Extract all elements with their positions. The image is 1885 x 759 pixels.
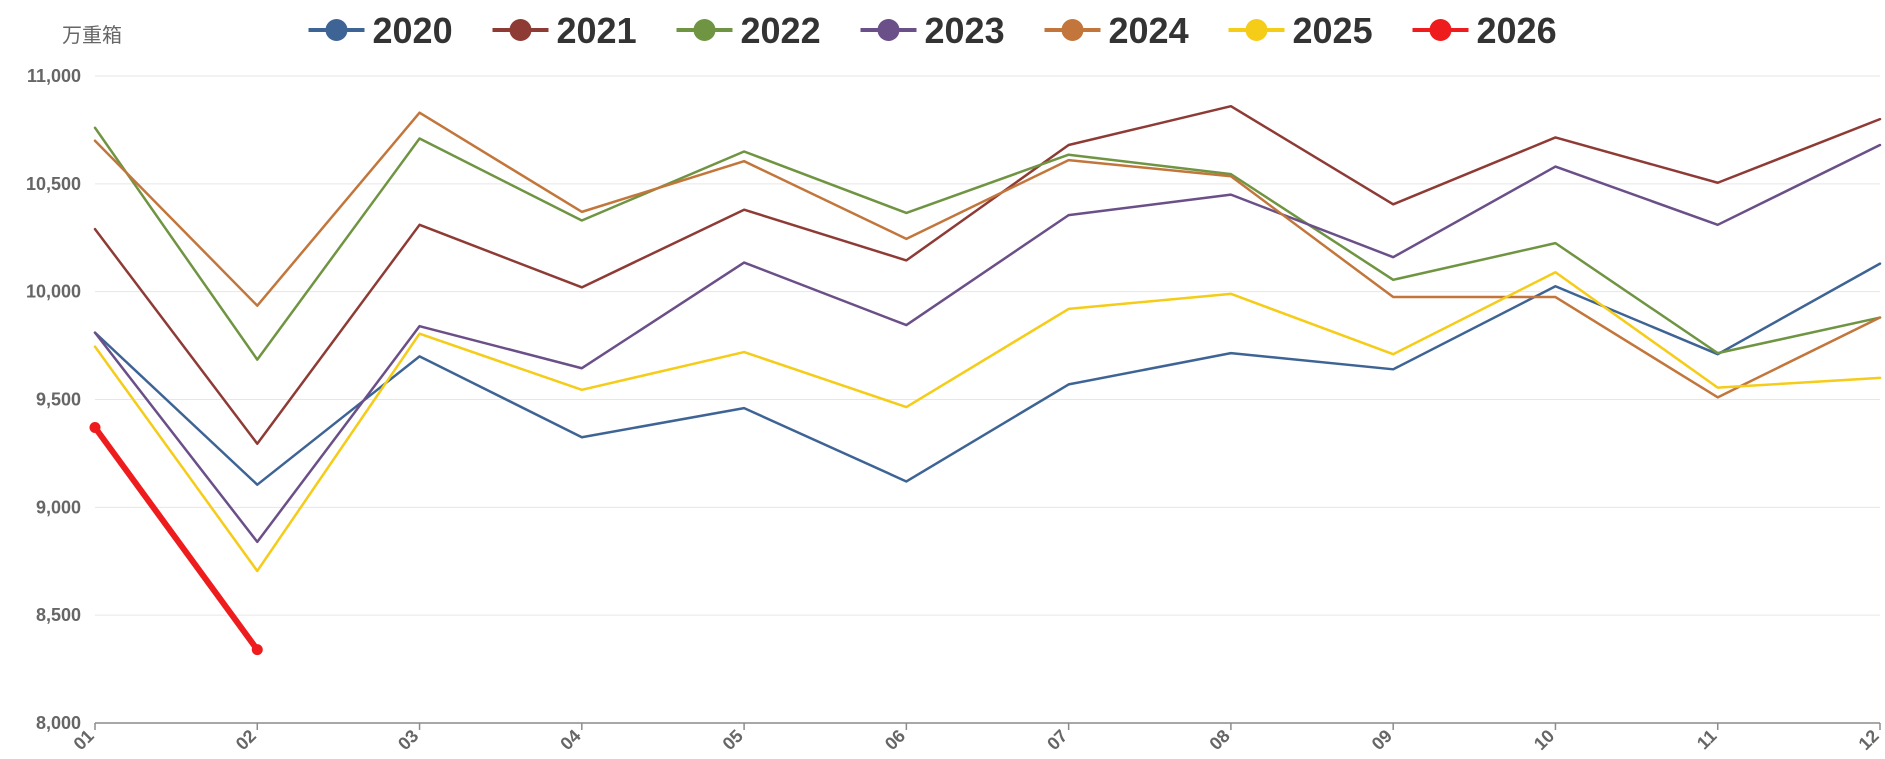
legend-item-2020[interactable]: 2020 <box>308 10 453 51</box>
legend-swatch-dot <box>1429 19 1452 41</box>
series-line-2025 <box>93 271 1882 573</box>
y-tick-label: 11,000 <box>27 66 81 86</box>
legend-label: 2020 <box>373 10 453 51</box>
legend-label: 2022 <box>741 10 821 51</box>
legend-swatch-dot <box>325 19 348 41</box>
legend-swatch-dot <box>509 19 532 41</box>
y-tick-label: 10,500 <box>26 174 81 194</box>
series-line-2020 <box>93 262 1882 486</box>
x-tick-label: 11 <box>1693 726 1721 754</box>
y-tick-label: 9,000 <box>36 497 81 517</box>
axis-layer: 8,0008,5009,0009,50010,00010,50011,00001… <box>26 66 1883 754</box>
y-tick-label: 9,500 <box>36 390 81 410</box>
series-point-2026 <box>251 644 263 656</box>
x-tick-label: 10 <box>1530 726 1558 754</box>
x-tick-label: 03 <box>394 726 422 754</box>
legend-item-2024[interactable]: 2024 <box>1044 10 1189 51</box>
legend-label: 2023 <box>925 10 1005 51</box>
legend-swatch-dot <box>1061 19 1084 41</box>
legend-item-2026[interactable]: 2026 <box>1412 10 1557 51</box>
legend-swatch-dot <box>693 19 716 41</box>
series-line-2024 <box>93 111 1882 399</box>
legend-item-2022[interactable]: 2022 <box>676 10 821 51</box>
x-tick-label: 08 <box>1205 726 1233 754</box>
series-line-2026 <box>92 424 261 653</box>
series-line-2023 <box>93 143 1882 544</box>
legend-label: 2025 <box>1293 10 1373 51</box>
series-line-2022 <box>93 126 1882 361</box>
series-point-2026 <box>89 422 101 434</box>
x-tick-label: 07 <box>1043 726 1071 754</box>
grid-layer <box>95 75 1880 616</box>
legend-item-2023[interactable]: 2023 <box>860 10 1005 51</box>
series-line-2021 <box>93 104 1882 445</box>
y-axis-unit-label: 万重箱 <box>62 24 122 47</box>
x-tick-label: 04 <box>556 726 584 754</box>
x-tick-label: 05 <box>719 726 747 754</box>
y-tick-label: 10,000 <box>26 282 81 302</box>
legend[interactable]: 2020 2021 2022 2023 2024 2025 2026 <box>308 10 1557 51</box>
x-tick-label: 02 <box>232 726 260 754</box>
legend-label: 2021 <box>557 10 637 51</box>
series-layer <box>89 104 1882 656</box>
legend-label: 2026 <box>1477 10 1557 51</box>
y-tick-label: 8,000 <box>36 713 81 733</box>
x-tick-label: 06 <box>881 726 909 754</box>
x-tick-label: 09 <box>1368 726 1396 754</box>
y-tick-label: 8,500 <box>36 605 81 625</box>
legend-swatch-dot <box>877 19 900 41</box>
legend-label: 2024 <box>1109 10 1189 51</box>
legend-item-2025[interactable]: 2025 <box>1228 10 1373 51</box>
legend-item-2021[interactable]: 2021 <box>492 10 637 51</box>
x-tick-label: 12 <box>1855 726 1883 754</box>
legend-swatch-dot <box>1245 19 1268 41</box>
